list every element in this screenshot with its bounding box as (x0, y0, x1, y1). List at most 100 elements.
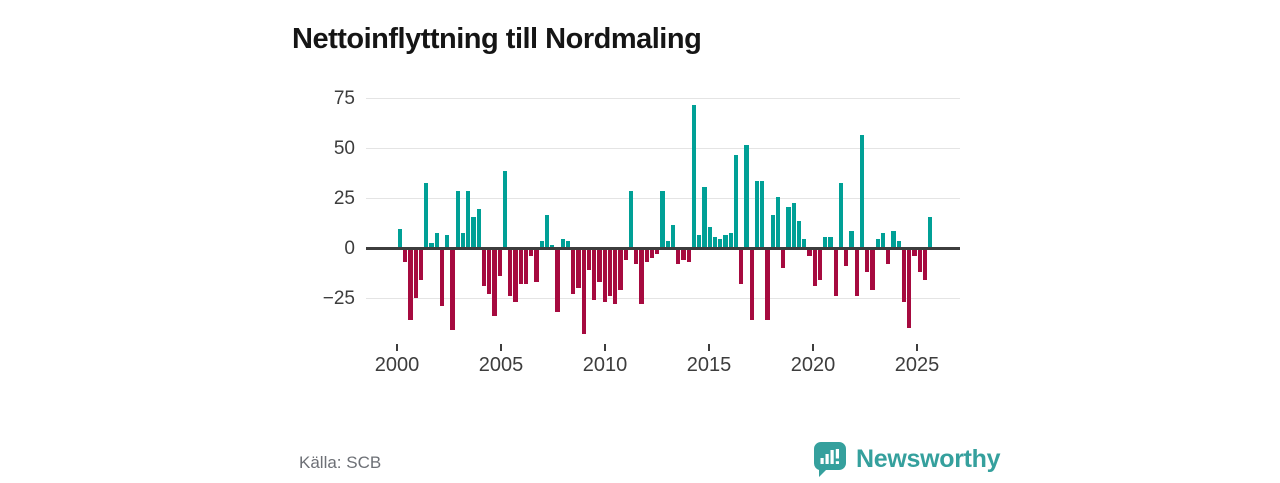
chart-bar (560, 239, 565, 247)
chart-bar (886, 250, 891, 264)
newsworthy-logo: Newsworthy (812, 441, 1001, 478)
chart-bar (802, 239, 807, 247)
chart-bar (749, 250, 754, 320)
chart-bar (812, 250, 817, 286)
x-axis-label: 2025 (894, 354, 940, 376)
chart-bar (607, 250, 613, 296)
chart-bar (849, 231, 854, 247)
chart-bar (697, 235, 702, 247)
chart-bar (497, 250, 502, 276)
x-axis-tick (812, 344, 814, 351)
chart-bar (602, 250, 607, 302)
chart-bar (397, 229, 403, 247)
chart-bar (466, 191, 471, 247)
chart-bar (523, 250, 529, 284)
x-axis-label: 2015 (686, 354, 732, 376)
chart-bar (728, 233, 733, 247)
gridline (366, 298, 960, 299)
chart-bar (424, 183, 429, 247)
chart-bar (907, 250, 912, 328)
chart-bar (476, 209, 481, 247)
chart-bar (439, 250, 445, 306)
chart-bar (565, 241, 571, 247)
chart-bar (917, 250, 922, 272)
chart-bar (891, 231, 896, 247)
chart-bar (817, 250, 823, 280)
chart-bar (744, 145, 749, 247)
chart-bar (702, 187, 707, 247)
chart-bar (912, 250, 917, 256)
chart-bar (544, 215, 550, 247)
chart-bar (786, 207, 791, 247)
x-axis-tick (604, 344, 606, 351)
chart-bar (623, 250, 628, 260)
chart-bar (492, 250, 497, 316)
zero-axis-line (366, 247, 960, 250)
chart-bar (571, 250, 576, 294)
x-axis-tick (916, 344, 918, 351)
chart-bar (639, 250, 644, 304)
chart-bar (665, 241, 670, 247)
chart-bar (880, 233, 886, 247)
chart-bar (875, 239, 880, 247)
chart-bar (791, 203, 796, 247)
chart-bar (718, 239, 723, 247)
chart-bar (539, 241, 544, 247)
chart-bar (597, 250, 602, 282)
x-axis-label: 2005 (478, 354, 524, 376)
chart-bar (781, 250, 786, 268)
chart-bar (922, 250, 928, 280)
chart-bar (581, 250, 586, 334)
newsworthy-icon (812, 441, 848, 478)
x-axis-label: 2010 (582, 354, 628, 376)
chart-bar (723, 235, 728, 247)
gridline (366, 148, 960, 149)
chart-bar (455, 191, 460, 247)
chart-bar (733, 155, 739, 247)
chart-bar (670, 225, 676, 247)
chart-title: Nettoinflyttning till Nordmaling (292, 23, 702, 56)
chart-bar (634, 250, 639, 264)
chart-bar (403, 250, 408, 262)
chart-bar (859, 135, 865, 247)
chart-bar (707, 227, 712, 247)
chart-bar (502, 171, 508, 247)
chart-bar (434, 233, 439, 247)
chart-bar (513, 250, 518, 302)
chart-bar (838, 183, 844, 247)
chart-bar (655, 250, 660, 254)
chart-bar (770, 215, 775, 247)
gridline (366, 98, 960, 99)
chart-bar (471, 217, 476, 247)
chart-bar (681, 250, 686, 260)
chart-bar (576, 250, 581, 288)
chart-bar (586, 250, 592, 270)
chart-bar (765, 250, 770, 320)
y-axis-label: 75 (333, 87, 355, 109)
chart-bar (870, 250, 875, 290)
chart-bar (487, 250, 492, 294)
chart-bar (555, 250, 560, 312)
chart-bar (865, 250, 870, 272)
x-axis-tick (708, 344, 710, 351)
chart-bar (760, 181, 765, 247)
x-axis-tick (396, 344, 398, 351)
chart-bar (828, 237, 833, 247)
source-label: Källa: SCB (299, 453, 382, 472)
chart-bar (833, 250, 838, 296)
chart-bar (618, 250, 623, 290)
chart-bar (686, 250, 691, 262)
chart-bar (844, 250, 849, 266)
x-axis-tick (500, 344, 502, 351)
chart-bar (413, 250, 418, 298)
x-axis-label: 2000 (374, 354, 420, 376)
y-axis-label: 25 (333, 187, 355, 209)
chart-bar (613, 250, 618, 304)
chart-bar (550, 245, 555, 247)
chart-bar (508, 250, 513, 296)
chart-bar (739, 250, 744, 284)
chart-bar (854, 250, 859, 296)
chart-bar (408, 250, 413, 320)
chart-bar (534, 250, 539, 282)
